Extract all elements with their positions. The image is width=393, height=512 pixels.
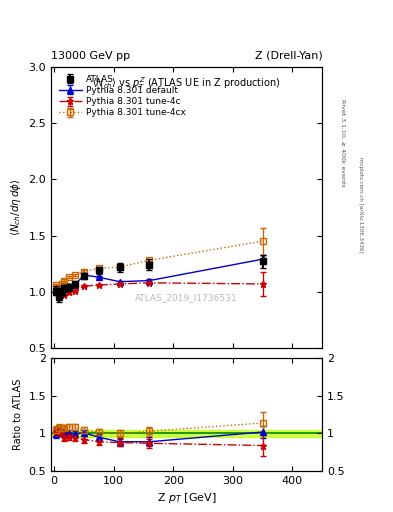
X-axis label: Z $p_T$ [GeV]: Z $p_T$ [GeV] — [157, 492, 217, 505]
Text: 13000 GeV pp: 13000 GeV pp — [51, 51, 130, 61]
Bar — [51, 430, 322, 437]
Y-axis label: $\langle N_{ch}/d\eta\, d\phi\rangle$: $\langle N_{ch}/d\eta\, d\phi\rangle$ — [9, 179, 23, 236]
Text: mcplots.cern.ch [arXiv:1306.3436]: mcplots.cern.ch [arXiv:1306.3436] — [358, 157, 363, 252]
Text: $\langle N_{ch}\rangle$ vs $p^Z_T$ (ATLAS UE in Z production): $\langle N_{ch}\rangle$ vs $p^Z_T$ (ATLA… — [92, 75, 281, 92]
Text: ATLAS_2019_I1736531: ATLAS_2019_I1736531 — [135, 293, 238, 302]
Y-axis label: Ratio to ATLAS: Ratio to ATLAS — [13, 379, 23, 451]
Text: Z (Drell-Yan): Z (Drell-Yan) — [255, 51, 322, 61]
Legend: ATLAS, Pythia 8.301 default, Pythia 8.301 tune-4c, Pythia 8.301 tune-4cx: ATLAS, Pythia 8.301 default, Pythia 8.30… — [55, 71, 190, 121]
Text: Rivet 3.1.10, ≥ 400k events: Rivet 3.1.10, ≥ 400k events — [340, 99, 345, 187]
